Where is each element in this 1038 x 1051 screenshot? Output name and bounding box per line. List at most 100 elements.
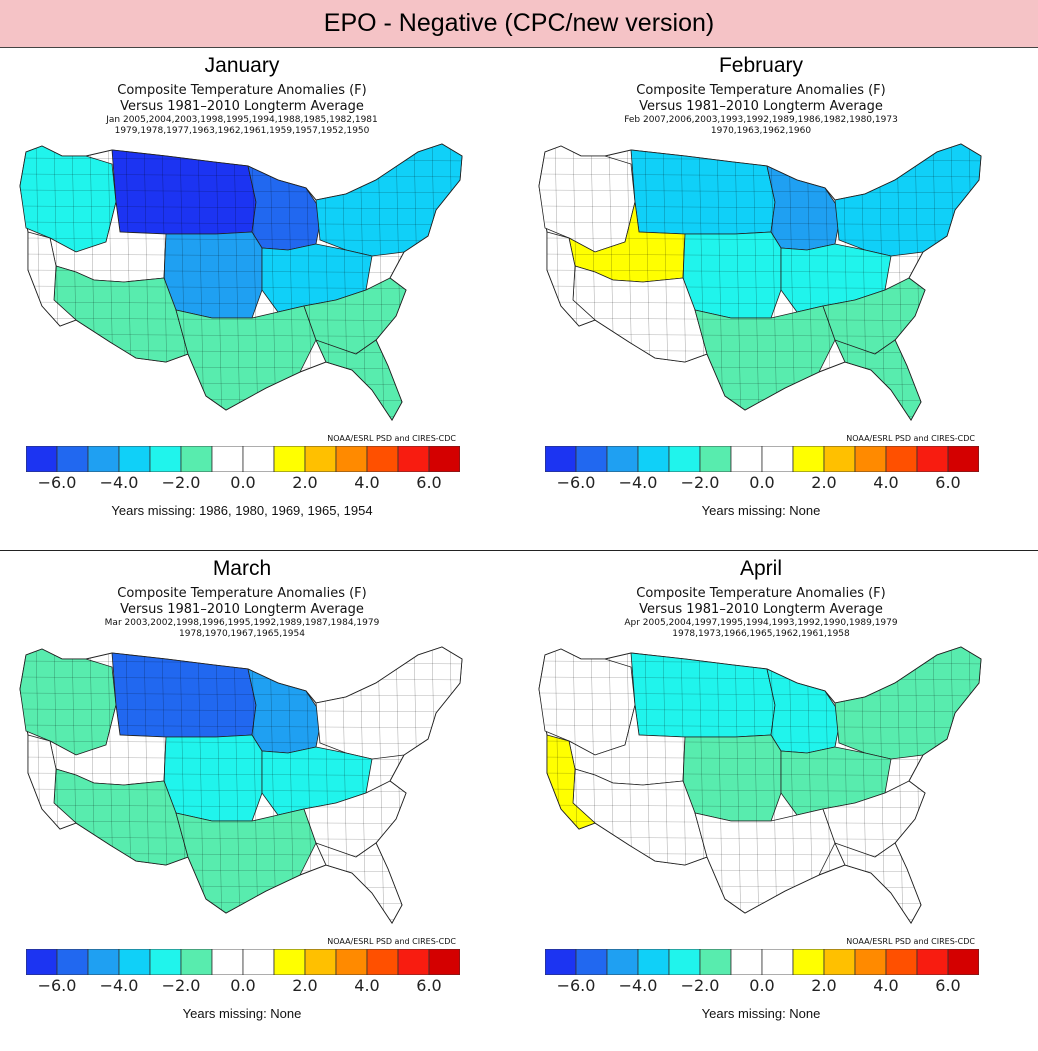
month-title: April: [739, 557, 782, 580]
color-scale-swatch: [26, 446, 58, 472]
color-scale-tick-label: 2.0: [811, 976, 837, 995]
color-scale-swatch: [885, 446, 918, 472]
color-scale-swatch: [273, 446, 306, 472]
division-line: [878, 144, 886, 420]
division-line: [251, 144, 259, 420]
color-scale-swatch: [545, 446, 577, 472]
division-line: [539, 285, 981, 290]
region-south-central: [175, 305, 317, 411]
chart-baseline: Versus 1981–2010 Longterm Average: [639, 602, 883, 617]
color-scale-tick-label: −4.0: [618, 976, 658, 995]
division-line: [251, 647, 259, 923]
color-scale-swatch: [761, 446, 794, 472]
years-missing: Years missing: None: [701, 503, 821, 518]
division-line: [752, 647, 760, 923]
color-scale-swatch: [366, 446, 399, 472]
division-line: [878, 647, 886, 923]
color-scale-ticks: −6.0 −4.0 −2.0 0.0 2.0 4.0 6.0: [545, 473, 979, 493]
division-line: [539, 301, 981, 306]
region-florida: [315, 842, 403, 924]
month-title: January: [204, 54, 280, 77]
color-scale-svg: [26, 446, 460, 472]
color-scale-tick-label: 0.0: [749, 473, 775, 492]
region-northern-plains: [111, 652, 257, 738]
color-scale-swatch: [823, 446, 856, 472]
panel-february: February Composite Temperature Anomalies…: [519, 48, 1038, 548]
color-scale-swatch: [823, 949, 856, 975]
us-anomaly-map: [535, 140, 995, 428]
color-scale-swatch: [668, 949, 701, 975]
division-line: [215, 144, 223, 420]
color-scale-swatch: [211, 949, 244, 975]
division-line: [20, 804, 462, 809]
region-florida: [315, 339, 403, 421]
chart-baseline: Versus 1981–2010 Longterm Average: [120, 602, 364, 617]
division-line: [539, 804, 981, 809]
division-line: [377, 647, 385, 923]
division-line: [20, 692, 462, 697]
color-scale-swatch: [180, 446, 213, 472]
color-scale-tick-label: 6.0: [416, 473, 442, 492]
map-svg: [538, 143, 982, 421]
color-scale-tick-label: −6.0: [556, 473, 596, 492]
division-line: [896, 647, 904, 923]
panel-april: April Composite Temperature Anomalies (F…: [519, 551, 1038, 1051]
color-scale-tick-label: 6.0: [416, 976, 442, 995]
region-central-plains: [163, 734, 263, 822]
color-scale-tick-label: 4.0: [354, 473, 380, 492]
division-line: [20, 413, 462, 418]
color-scale-swatch: [273, 949, 306, 975]
region-central-plains: [682, 231, 782, 319]
division-line: [788, 647, 796, 923]
division-line: [734, 647, 742, 923]
color-scale-ticks: −6.0 −4.0 −2.0 0.0 2.0 4.0 6.0: [545, 976, 979, 996]
color-scale-bar: [545, 949, 979, 975]
division-line: [716, 647, 724, 923]
color-scale-swatch: [699, 446, 732, 472]
color-scale-swatch: [730, 949, 763, 975]
color-scale-tick-label: −6.0: [37, 976, 77, 995]
composite-years-line2: 1978,1970,1967,1965,1954: [179, 629, 305, 639]
division-line: [197, 144, 205, 420]
chart-subtitle: Composite Temperature Anomalies (F): [636, 586, 886, 601]
region-california: [27, 734, 77, 830]
division-line: [233, 647, 241, 923]
color-scale-swatch: [26, 949, 58, 975]
composite-years-line1: Feb 2007,2006,2003,1993,1992,1989,1986,1…: [624, 115, 898, 125]
division-line: [539, 237, 981, 242]
color-scale-swatch: [366, 949, 399, 975]
color-scale-swatch: [637, 949, 670, 975]
color-scale-bar: [545, 446, 979, 472]
region-northern-plains: [630, 149, 776, 235]
color-scale-tick-label: 4.0: [873, 976, 899, 995]
color-scale-swatch: [699, 949, 732, 975]
us-anomaly-map: [16, 643, 476, 931]
color-scale-swatch: [87, 446, 120, 472]
color-scale-tick-label: −2.0: [161, 473, 201, 492]
division-line: [20, 221, 462, 226]
division-line: [539, 413, 981, 418]
color-scale-swatch: [242, 446, 275, 472]
color-scale-swatch: [916, 949, 949, 975]
data-credit: NOAA/ESRL PSD and CIRES-CDC: [327, 937, 456, 946]
us-anomaly-map: [535, 643, 995, 931]
color-scale-swatch: [397, 949, 430, 975]
region-south-central: [694, 808, 836, 914]
years-missing: Years missing: None: [701, 1006, 821, 1021]
region-florida: [834, 339, 922, 421]
color-scale-bar: [26, 446, 460, 472]
division-line: [539, 253, 981, 258]
month-title: March: [212, 557, 272, 580]
region-northern-plains: [111, 149, 257, 235]
color-scale-tick-label: 6.0: [935, 473, 961, 492]
color-scale-tick-label: 4.0: [354, 976, 380, 995]
division-line: [539, 756, 981, 761]
division-line: [20, 916, 462, 921]
composite-years-line2: 1979,1978,1977,1963,1962,1961,1959,1957,…: [114, 126, 370, 136]
division-line: [734, 144, 742, 420]
color-scale-swatch: [149, 949, 182, 975]
chart-baseline: Versus 1981–2010 Longterm Average: [639, 99, 883, 114]
data-credit: NOAA/ESRL PSD and CIRES-CDC: [327, 434, 456, 443]
color-scale-tick-label: −2.0: [680, 976, 720, 995]
region-california: [546, 231, 596, 327]
